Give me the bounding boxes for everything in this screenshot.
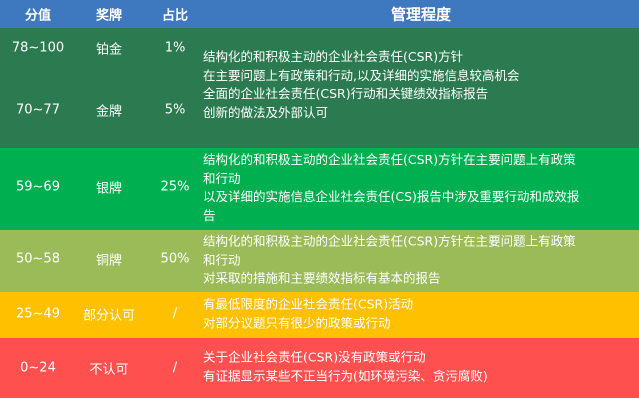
header-ratio: 占比 [161,8,188,24]
table-row-platinum-gold: 78~100 铂金 1% 70~77 金牌 5% 结构化的和积极主动的企业社会责… [0,28,639,148]
description: 结构化的和积极主动的企业社会责任(CSR)方针在主要问题上有政策 和行动 以及详… [203,151,635,225]
description-line: 全面的企业社会责任(CSR)行动和关键绩效指标报告 [203,86,489,101]
description-line: 以及详细的实施信息企业社会责任(CS)报告中涉及重要行动和成效报 [203,189,580,204]
description: 结构化的和积极主动的企业社会责任(CSR)方针 在主要问题上有政策和行动,以及详… [203,48,635,122]
ratio: 1% [164,40,186,56]
medal: 不认可 [89,362,129,378]
description-line: 对部分议题只有很少的政策或行动 [203,315,391,330]
medal: 金牌 [95,104,122,120]
description-line: 创新的做法及外部认可 [203,104,329,120]
description-line: 关于企业社会责任(CSR)没有政策或行动 [203,349,426,365]
description-line: 结构化的和积极主动的企业社会责任(CSR)方针在主要问题上有政策 [203,152,576,167]
ratio: 5% [164,102,186,118]
score: 70~77 [16,102,60,118]
header-medal: 奖牌 [95,8,122,24]
table-row-silver: 59~69 银牌 25% 结构化的和积极主动的企业社会责任(CSR)方针在主要问… [0,148,639,230]
description: 关于企业社会责任(CSR)没有政策或行动 有证据显示某些不正当行为(如环境污染、… [203,349,635,386]
score: 25~49 [16,306,60,322]
description-line: 和行动 [203,251,241,267]
score: 0~24 [20,360,56,376]
medal: 铂金 [95,42,122,58]
description-line: 对采取的措施和主要绩效指标有基本的报告 [203,270,441,286]
description-line: 告 [203,207,216,223]
table-header: 分值 奖牌 占比 管理程度 [0,0,639,28]
score: 50~58 [16,251,60,267]
header-management: 管理程度 [390,5,451,24]
ratio: / [172,360,178,376]
description: 有最低限度的企业社会责任(CSR)活动 对部分议题只有很少的政策或行动 [203,296,635,333]
header-score: 分值 [24,8,51,24]
medal: 部分认可 [82,308,135,324]
table-row-partial: 25~49 部分认可 / 有最低限度的企业社会责任(CSR)活动 对部分议题只有… [0,292,639,338]
description-line: 和行动 [203,170,241,186]
medal: 铜牌 [95,253,122,269]
description-line: 有证据显示某些不正当行为(如环境污染、贪污腐败) [203,368,488,383]
description-line: 结构化的和积极主动的企业社会责任(CSR)方针 [203,49,464,64]
ratio: 25% [160,179,190,195]
description-line: 在主要问题上有政策和行动,以及详细的实施信息较高机会 [203,67,520,83]
ratio: 50% [160,251,190,267]
score: 59~69 [16,179,60,195]
description: 结构化的和积极主动的企业社会责任(CSR)方针在主要问题上有政策 和行动 对采取… [203,232,635,288]
table-row-none: 0~24 不认可 / 关于企业社会责任(CSR)没有政策或行动 有证据显示某些不… [0,338,639,398]
medal: 银牌 [95,181,122,197]
ratio: / [172,306,178,322]
description-line: 结构化的和积极主动的企业社会责任(CSR)方针在主要问题上有政策 [203,233,576,249]
table-row-bronze: 50~58 铜牌 50% 结构化的和积极主动的企业社会责任(CSR)方针在主要问… [0,230,639,292]
score: 78~100 [11,40,65,56]
description-line: 有最低限度的企业社会责任(CSR)活动 [203,296,414,312]
